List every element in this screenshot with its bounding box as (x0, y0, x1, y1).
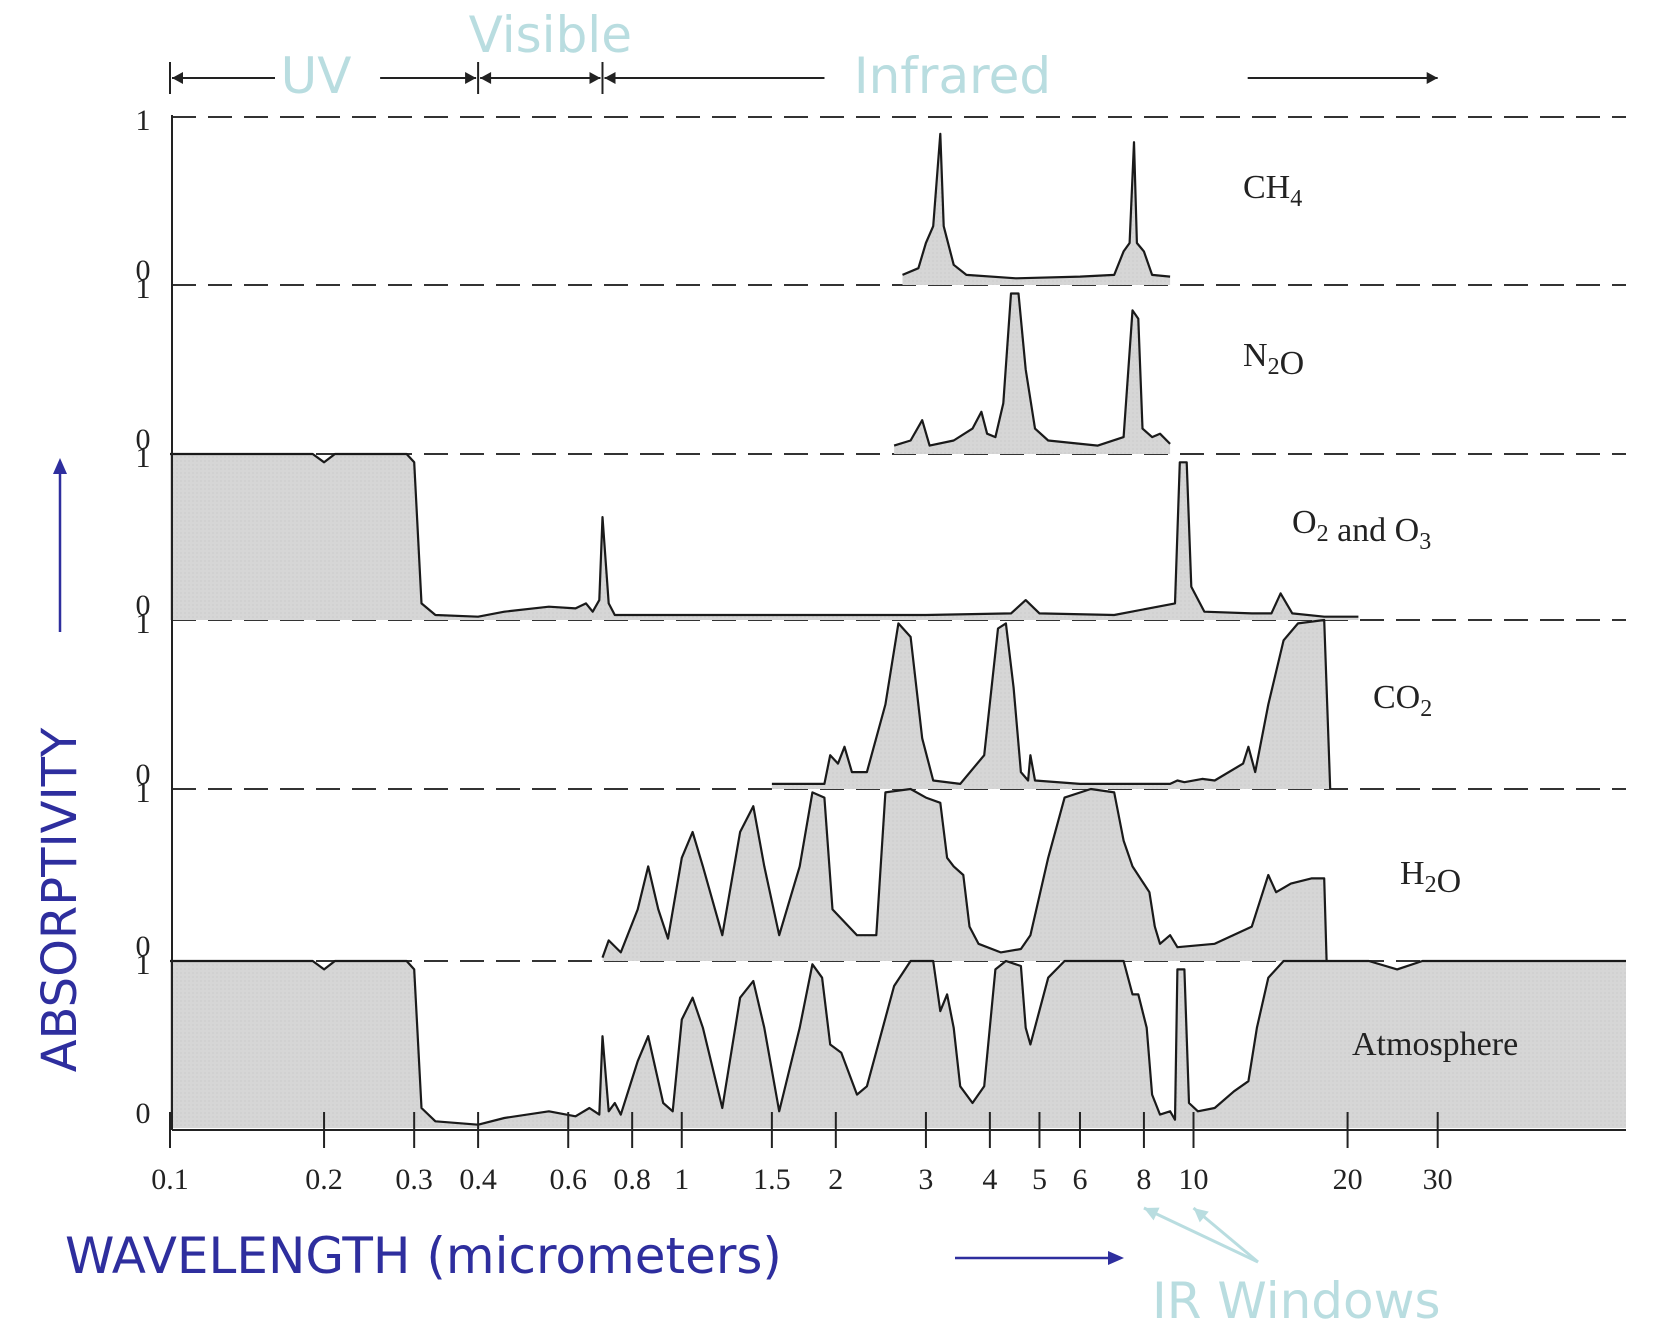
x-tick-label: 1.5 (753, 1163, 791, 1196)
x-tick-label: 0.6 (549, 1163, 587, 1196)
arrowhead (604, 72, 616, 84)
y-tick-label-zero: 0 (136, 758, 151, 791)
x-tick-label: 10 (1179, 1163, 1209, 1196)
axes: 0.1 0.2 0.3 0.4 0.6 0.8 1 1.5 2 3 4 5 6 8 10 20 30 (151, 115, 1626, 1196)
absorption-line-ch4 (902, 132, 1171, 280)
y-tick-label-zero: 0 (136, 1097, 151, 1130)
absorption-fill-n2o (894, 293, 1171, 454)
absorption-fill-o2-and-o3 (170, 454, 1359, 620)
absorption-fill-atmosphere (170, 961, 1626, 1128)
arrowhead (172, 72, 183, 84)
x-tick-label: 8 (1136, 1163, 1151, 1196)
absorption-line-n2o (893, 292, 1171, 447)
x-axis-arrow (955, 1251, 1124, 1265)
arrowhead (480, 72, 492, 84)
y-tick-label-zero: 0 (136, 930, 151, 963)
ir-windows-annotation (1143, 1206, 1259, 1264)
ir-windows-label: IR Windows (1152, 1272, 1441, 1330)
absorption-line-h2o (601, 787, 1328, 962)
y-tick-label-zero: 0 (136, 423, 151, 456)
y-tick-label-one: 1 (136, 776, 151, 809)
x-tick-label: 0.1 (151, 1163, 189, 1196)
region-label-visible: Visible (469, 6, 632, 64)
y-tick-label-one: 1 (136, 948, 151, 981)
absorption-line-o2-and-o3 (170, 452, 1359, 618)
y-tick-label-one: 1 (136, 104, 151, 137)
y-tick-label-zero: 0 (136, 254, 151, 287)
ir-window-arrow (1143, 1206, 1259, 1264)
ir-window-arrow (1192, 1206, 1259, 1264)
x-tick-label: 5 (1032, 1163, 1047, 1196)
series-label-h2o: H2O (1400, 855, 1461, 900)
y-axis-arrow (53, 458, 67, 632)
region-label-uv: UV (281, 47, 352, 105)
x-tick-label: 20 (1333, 1163, 1363, 1196)
y-axis-title: ABSORPTIVITY (32, 727, 88, 1072)
absorption-fill-co2 (771, 620, 1331, 789)
spectral-region-band: UV Visible Infrared (169, 6, 1438, 105)
y-tick-label-one: 1 (136, 441, 151, 474)
series-label-atmosphere: Atmosphere (1352, 1026, 1518, 1063)
x-tick-label: 1 (674, 1163, 689, 1196)
absorption-line-co2 (771, 618, 1332, 790)
x-axis-title: WAVELENGTH (micrometers) (65, 1227, 782, 1285)
x-tick-label: 30 (1423, 1163, 1453, 1196)
x-tick-label: 6 (1072, 1163, 1087, 1196)
arrowhead (1426, 72, 1438, 84)
arrowhead (589, 72, 601, 84)
x-tick-label: 0.8 (613, 1163, 651, 1196)
region-label-infrared: Infrared (854, 47, 1051, 105)
y-tick-label-one: 1 (136, 272, 151, 305)
x-tick-label: 3 (918, 1163, 933, 1196)
series-label-co2: CO2 (1373, 679, 1432, 722)
x-tick-label: 0.2 (305, 1163, 343, 1196)
series-label-ch4: CH4 (1243, 169, 1302, 212)
absorption-fill-ch4 (902, 133, 1171, 285)
y-tick-label-zero: 0 (136, 589, 151, 622)
x-tick-label: 0.3 (395, 1163, 433, 1196)
arrowhead (465, 72, 477, 84)
x-tick-label: 0.4 (459, 1163, 497, 1196)
series-label-n2o: N2O (1243, 337, 1304, 382)
absorption-fill-h2o (602, 789, 1327, 961)
y-tick-label-one: 1 (136, 607, 151, 640)
x-tick-label: 4 (982, 1163, 997, 1196)
absorption-line-atmosphere (170, 959, 1626, 1126)
series-label-o2-and-o3: O2 and O3 (1292, 504, 1431, 555)
x-tick-label: 2 (828, 1163, 843, 1196)
